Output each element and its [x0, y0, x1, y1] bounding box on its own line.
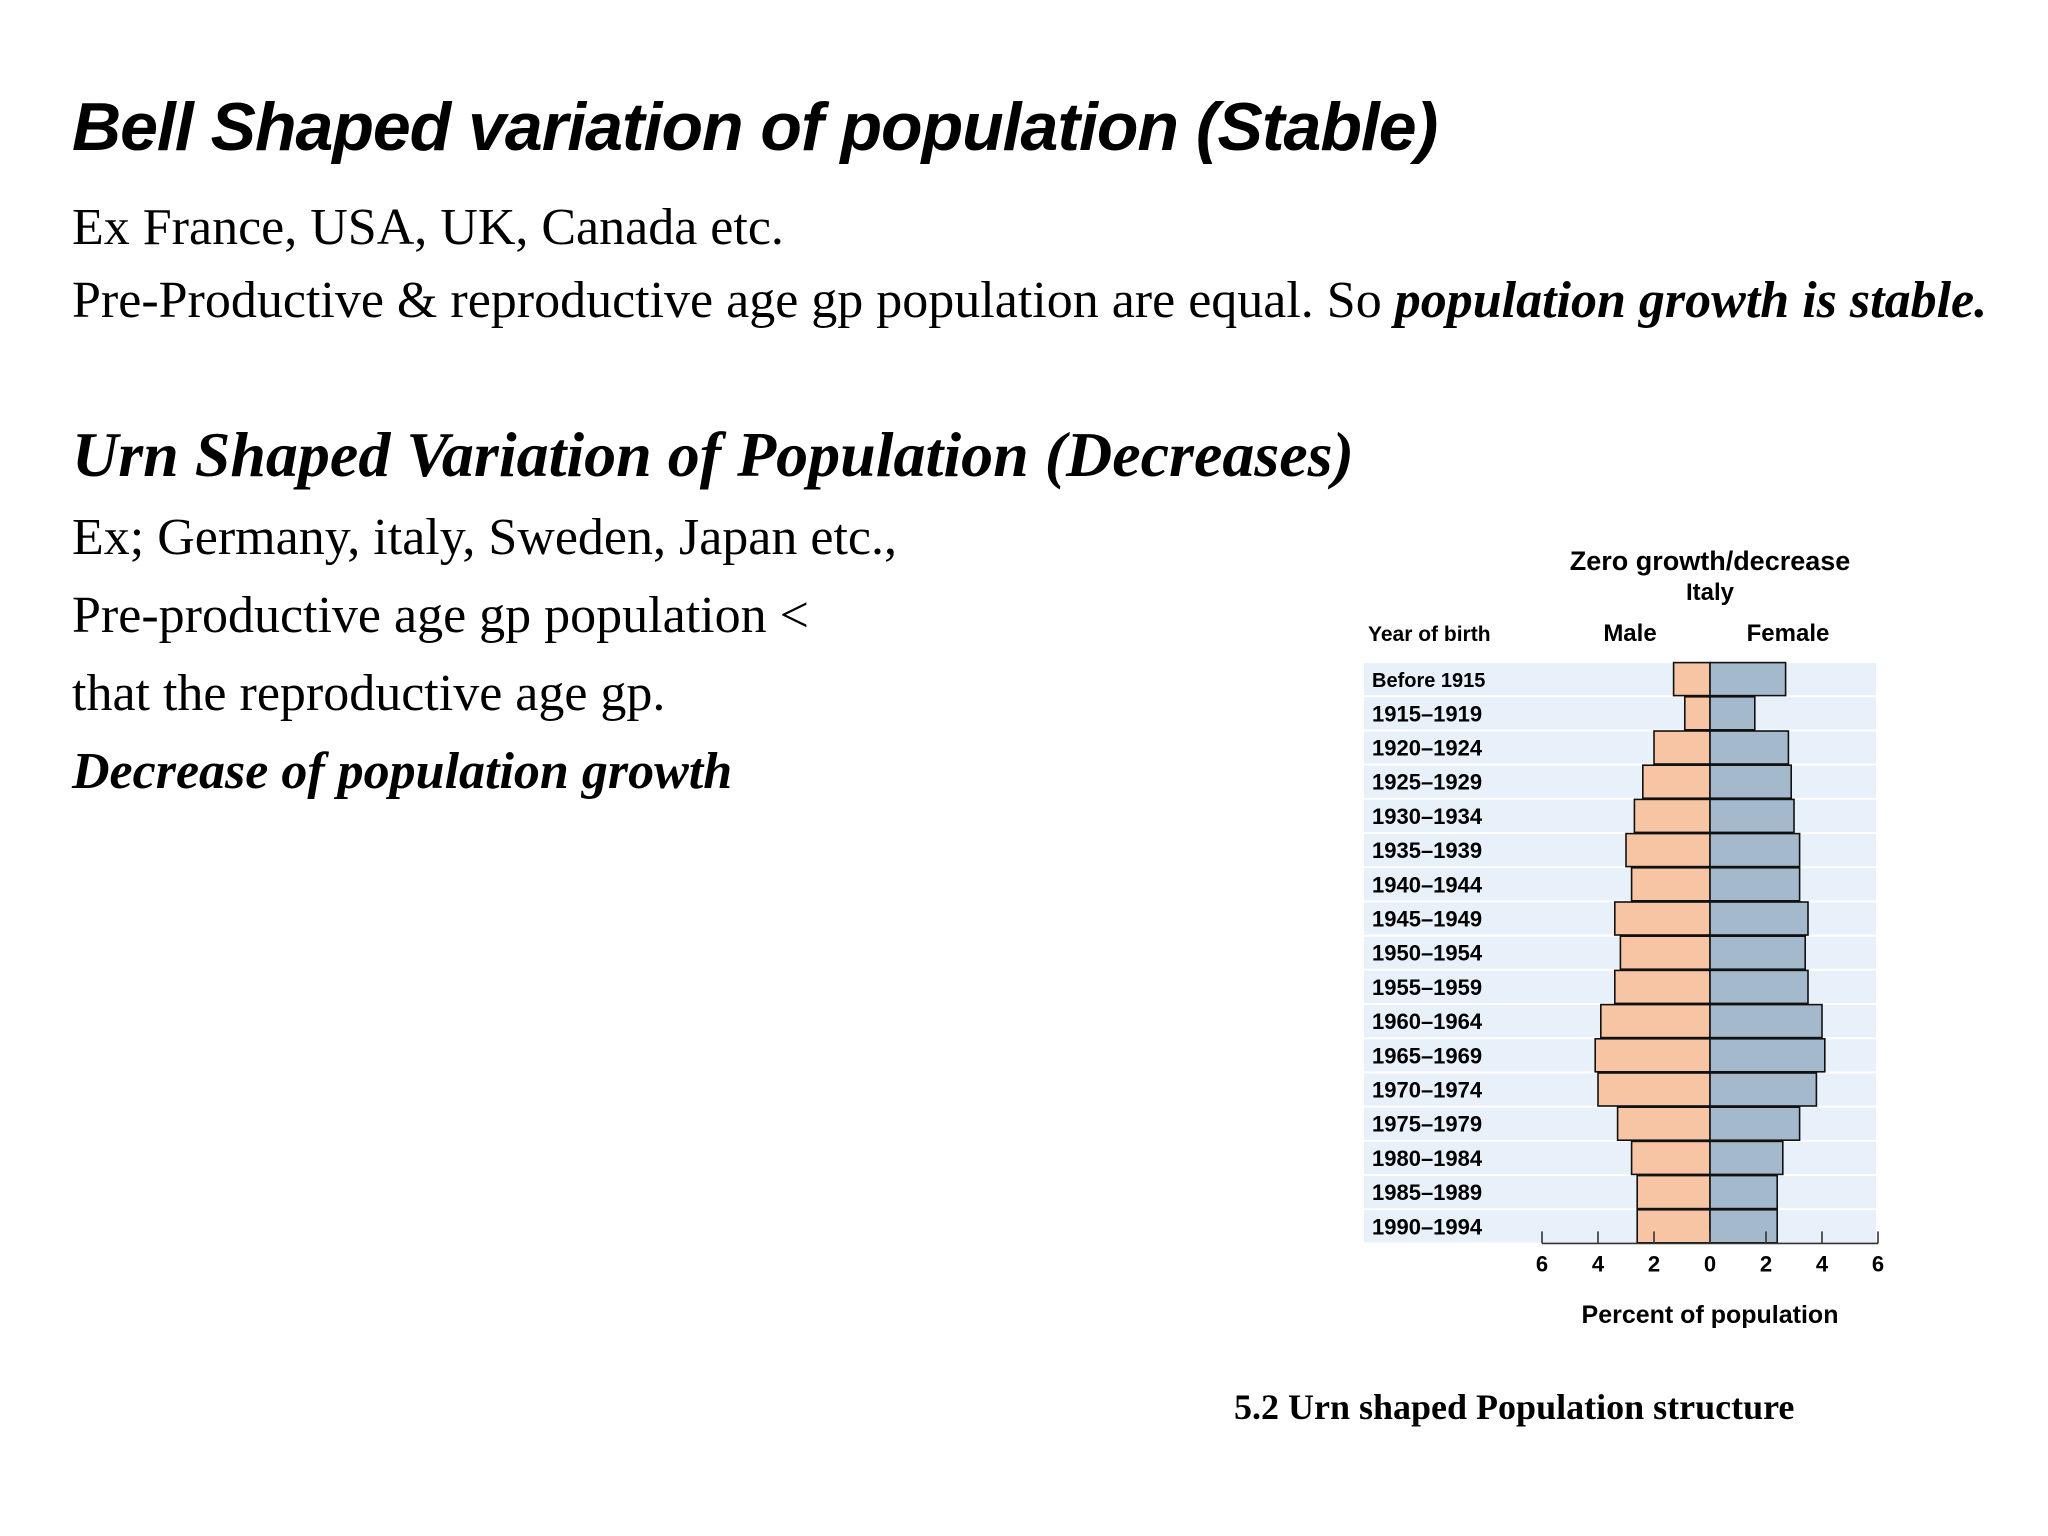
- x-tick-label: 2: [1648, 1251, 1660, 1276]
- bar-male: [1633, 798, 1711, 834]
- year-label: 1955–1959: [1372, 975, 1482, 1000]
- bar-female: [1709, 730, 1790, 765]
- bar-male: [1683, 696, 1711, 731]
- chart-subtitle: Italy: [1686, 579, 1735, 606]
- bar-male: [1599, 1003, 1711, 1039]
- legend-female: Female: [1747, 620, 1830, 647]
- chart-title: Zero growth/decrease: [1570, 546, 1851, 576]
- bar-female: [1709, 798, 1795, 834]
- bar-female: [1709, 866, 1801, 902]
- row-band: [1364, 697, 1876, 730]
- bar-female: [1709, 661, 1787, 697]
- bar-female: [1709, 935, 1806, 971]
- row-band: [1364, 1210, 1876, 1243]
- year-label: 1920–1924: [1372, 736, 1483, 761]
- bar-female: [1709, 1208, 1778, 1244]
- year-label: 1990–1994: [1372, 1214, 1483, 1239]
- bar-male: [1594, 1037, 1711, 1073]
- bell-description-emphasis: population growth is stable.: [1394, 272, 1988, 329]
- bar-male: [1636, 1208, 1711, 1244]
- year-label: 1985–1989: [1372, 1180, 1482, 1205]
- urn-line-2: that the reproductive age gp.: [72, 665, 666, 722]
- bar-female: [1709, 764, 1792, 799]
- bar-male: [1619, 935, 1711, 971]
- x-axis: 6 4 2 0 2 4 6: [1536, 1231, 1884, 1276]
- bar-male: [1630, 1140, 1711, 1176]
- row-band: [1364, 1141, 1876, 1174]
- year-label: 1940–1944: [1372, 872, 1483, 897]
- bar-male: [1625, 832, 1711, 868]
- year-labels: Before 1915 1915–1919 1920–1924 1925–1929 19…: [1372, 670, 1485, 1239]
- y-axis-label: Year of birth: [1368, 623, 1491, 646]
- x-tick-label: 4: [1592, 1251, 1605, 1276]
- x-tick-label: 6: [1872, 1251, 1884, 1276]
- bar-male: [1613, 969, 1711, 1005]
- urn-examples: Ex; Germany, italy, Sweden, Japan etc.,: [72, 509, 897, 566]
- legend-male: Male: [1603, 620, 1656, 647]
- bell-description-text: Pre-Productive & reproductive age gp pop…: [72, 272, 1395, 329]
- bar-female: [1709, 1072, 1818, 1107]
- population-pyramid-chart: Zero growth/decrease Italy Year of birth…: [1364, 546, 1884, 1329]
- urn-heading: Urn Shaped Variation of Population (Decr…: [72, 419, 1354, 490]
- bar-male: [1641, 764, 1711, 799]
- bars: [1594, 661, 1826, 1244]
- slide-title: Bell Shaped variation of population (Sta…: [72, 89, 1438, 165]
- bar-male: [1672, 661, 1711, 697]
- bar-male: [1653, 730, 1711, 765]
- row-band: [1364, 663, 1876, 696]
- year-label: 1970–1974: [1372, 1078, 1483, 1103]
- x-tick-label: 4: [1816, 1251, 1829, 1276]
- bar-female: [1709, 1140, 1784, 1176]
- row-band: [1364, 1176, 1876, 1209]
- bar-male: [1636, 1174, 1711, 1210]
- year-label: 1915–1919: [1372, 701, 1482, 726]
- x-axis-label: Percent of population: [1582, 1301, 1839, 1329]
- bar-male: [1630, 866, 1711, 902]
- bar-male: [1613, 901, 1711, 936]
- bell-description: Pre-Productive & reproductive age gp pop…: [72, 270, 2048, 332]
- year-label: 1965–1969: [1372, 1043, 1482, 1068]
- year-label: 1925–1929: [1372, 770, 1482, 795]
- row-band: [1364, 731, 1876, 764]
- year-label: 1935–1939: [1372, 838, 1482, 863]
- year-label: 1930–1934: [1372, 804, 1483, 829]
- year-label: 1975–1979: [1372, 1112, 1482, 1137]
- bar-female: [1709, 696, 1756, 731]
- year-label: 1960–1964: [1372, 1009, 1483, 1034]
- bell-examples: Ex France, USA, UK, Canada etc.: [72, 199, 784, 256]
- bar-female: [1709, 1174, 1778, 1210]
- figure-caption: 5.2 Urn shaped Population structure: [1234, 1387, 1795, 1427]
- year-label: 1950–1954: [1372, 941, 1483, 966]
- urn-conclusion: Decrease of population growth: [72, 743, 733, 800]
- bar-male: [1597, 1072, 1711, 1107]
- urn-line-1: Pre-productive age gp population <: [72, 587, 809, 644]
- year-label: 1945–1949: [1372, 907, 1482, 932]
- x-tick-label: 2: [1760, 1251, 1772, 1276]
- year-label: 1980–1984: [1372, 1146, 1483, 1171]
- bar-male: [1616, 1106, 1711, 1142]
- bar-female: [1709, 1003, 1823, 1039]
- bar-female: [1709, 901, 1809, 936]
- year-label: Before 1915: [1372, 670, 1485, 692]
- bar-female: [1709, 1106, 1801, 1142]
- bar-female: [1709, 1037, 1826, 1073]
- x-tick-label: 0: [1704, 1251, 1716, 1276]
- x-tick-label: 6: [1536, 1251, 1548, 1276]
- bar-female: [1709, 969, 1809, 1005]
- bar-female: [1709, 832, 1801, 868]
